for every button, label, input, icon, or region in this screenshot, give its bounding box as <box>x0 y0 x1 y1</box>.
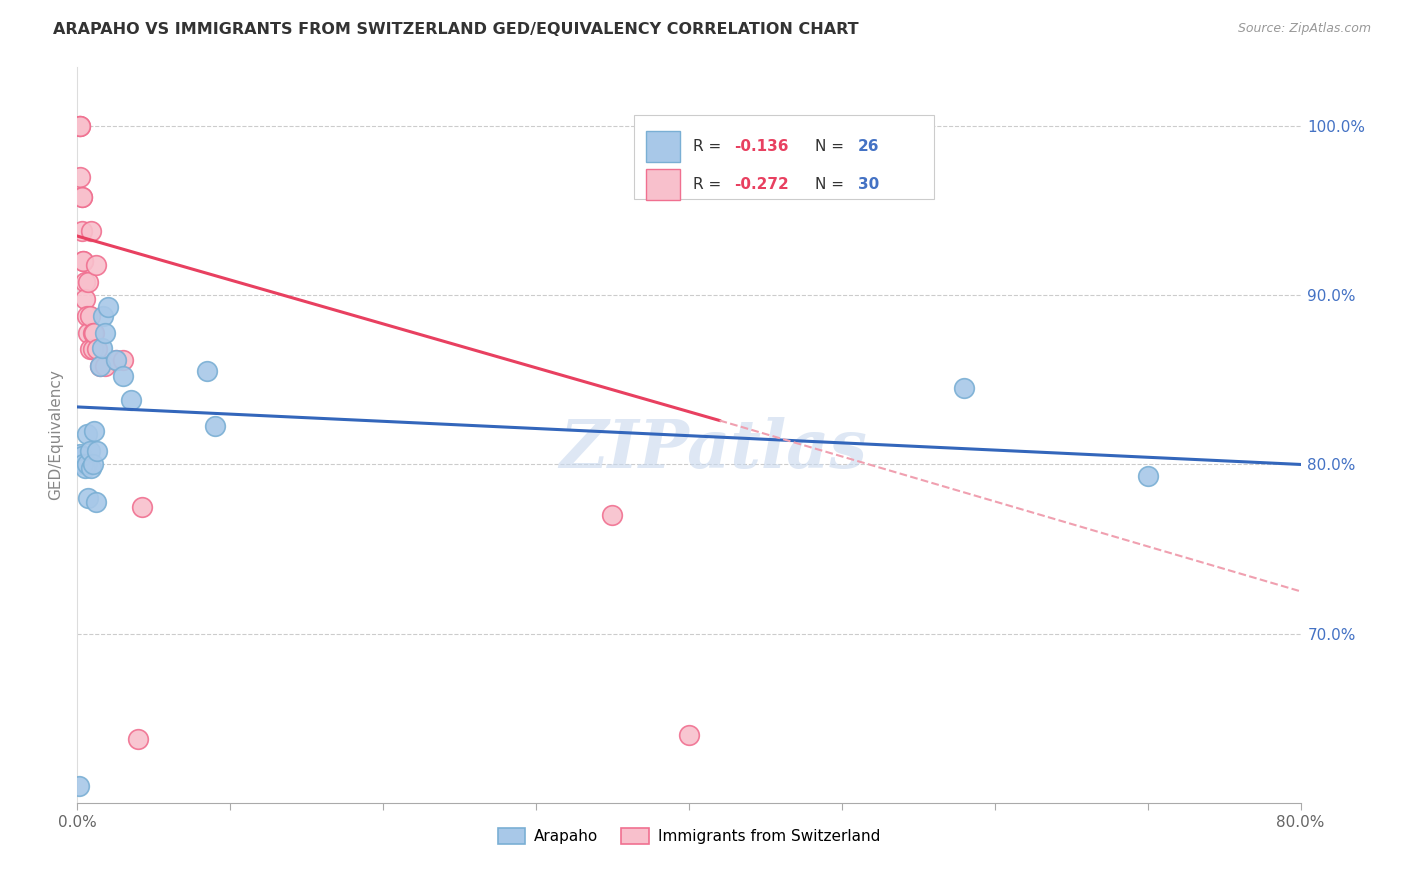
Point <box>77 491 100 506</box>
Point <box>79 343 101 357</box>
Y-axis label: GED/Equivalency: GED/Equivalency <box>48 369 63 500</box>
Point <box>112 352 135 367</box>
Text: R =: R = <box>693 177 725 192</box>
Text: Source: ZipAtlas.com: Source: ZipAtlas.com <box>1237 22 1371 36</box>
Point <box>195 364 218 378</box>
Text: N =: N = <box>815 139 849 154</box>
Point <box>67 119 90 133</box>
Text: -0.136: -0.136 <box>734 139 789 154</box>
Point <box>69 119 91 133</box>
Point <box>80 224 103 238</box>
Point <box>73 292 96 306</box>
Point <box>77 275 100 289</box>
Point <box>82 343 104 357</box>
Point <box>84 494 107 508</box>
Point <box>80 460 103 475</box>
Point <box>79 444 101 458</box>
Point <box>94 359 117 374</box>
Point <box>83 424 105 438</box>
Point <box>90 341 112 355</box>
Point <box>72 254 94 268</box>
Point <box>69 119 91 133</box>
Point <box>204 418 226 433</box>
Point <box>91 309 114 323</box>
FancyBboxPatch shape <box>647 131 681 162</box>
Point <box>104 352 127 367</box>
Point <box>89 359 111 374</box>
Point <box>86 444 108 458</box>
Point <box>94 326 117 340</box>
Point <box>83 326 105 340</box>
Point <box>69 169 91 184</box>
Point <box>70 449 93 463</box>
Point <box>602 508 624 523</box>
Point <box>69 447 91 461</box>
Point <box>67 779 90 793</box>
Point <box>72 458 94 472</box>
Point <box>70 190 93 204</box>
Point <box>953 381 976 395</box>
Point <box>120 393 142 408</box>
Point <box>73 460 96 475</box>
Point <box>84 258 107 272</box>
Point <box>76 427 98 442</box>
Point <box>131 500 153 514</box>
Point <box>73 275 96 289</box>
Point <box>77 326 100 340</box>
Point <box>72 254 94 268</box>
Point <box>76 309 98 323</box>
Point <box>70 190 93 204</box>
Text: ZIPatlas: ZIPatlas <box>560 417 868 482</box>
Text: 30: 30 <box>858 177 879 192</box>
Text: R =: R = <box>693 139 725 154</box>
Text: 26: 26 <box>858 139 879 154</box>
Point <box>127 731 149 746</box>
Point <box>70 224 93 238</box>
Point <box>1136 469 1159 483</box>
Point <box>79 309 101 323</box>
Point <box>76 458 98 472</box>
Legend: Arapaho, Immigrants from Switzerland: Arapaho, Immigrants from Switzerland <box>491 822 887 850</box>
Point <box>104 352 127 367</box>
Point <box>82 458 104 472</box>
Text: -0.272: -0.272 <box>734 177 789 192</box>
Text: ARAPAHO VS IMMIGRANTS FROM SWITZERLAND GED/EQUIVALENCY CORRELATION CHART: ARAPAHO VS IMMIGRANTS FROM SWITZERLAND G… <box>53 22 859 37</box>
FancyBboxPatch shape <box>647 169 681 200</box>
Point <box>97 300 120 314</box>
Point <box>89 359 111 374</box>
FancyBboxPatch shape <box>634 115 934 200</box>
Point <box>86 343 108 357</box>
Point <box>82 326 104 340</box>
Point <box>112 369 135 384</box>
Text: N =: N = <box>815 177 849 192</box>
Point <box>678 728 700 742</box>
